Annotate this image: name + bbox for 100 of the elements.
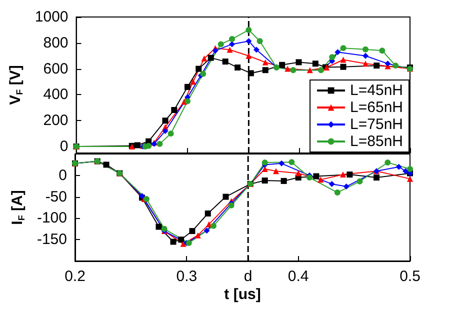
y-tick-label: -100 <box>36 210 67 227</box>
y-tick-label: -150 <box>36 231 67 248</box>
point <box>201 55 208 62</box>
point <box>222 194 229 200</box>
point <box>180 240 186 247</box>
point <box>212 48 218 54</box>
point <box>178 236 184 243</box>
y-tick-label: 800 <box>43 34 68 52</box>
y-tick-label: 600 <box>43 60 68 78</box>
point <box>296 59 302 66</box>
point <box>218 41 224 48</box>
point <box>204 210 211 216</box>
point <box>248 70 254 76</box>
point <box>334 190 340 196</box>
point <box>379 48 386 54</box>
x-tick-label: 0.3 <box>176 268 198 285</box>
point <box>313 173 320 180</box>
point <box>374 62 380 69</box>
point <box>284 66 291 72</box>
y-tick-label: 0 <box>58 166 67 184</box>
point <box>194 232 201 238</box>
point <box>262 59 268 66</box>
point <box>210 222 216 229</box>
point <box>340 45 346 52</box>
y-tick-label: -50 <box>45 188 67 206</box>
point <box>279 62 286 68</box>
point <box>253 46 260 53</box>
point <box>362 46 369 52</box>
point <box>156 140 163 147</box>
legend-label: L=75nH <box>350 116 404 133</box>
point <box>392 62 399 69</box>
point <box>190 78 196 85</box>
point <box>334 49 341 56</box>
point <box>256 38 263 44</box>
x-tick-label: d <box>244 268 252 285</box>
point <box>278 160 285 166</box>
point <box>246 38 252 44</box>
point <box>204 228 210 234</box>
point <box>340 64 346 70</box>
point <box>346 172 353 178</box>
point <box>161 226 168 232</box>
legend-label: L=65nH <box>350 99 404 116</box>
point <box>134 142 140 148</box>
point <box>234 64 241 71</box>
point <box>384 160 391 166</box>
point <box>146 142 152 149</box>
x-tick-label: 0.5 <box>400 268 420 285</box>
point <box>222 58 228 65</box>
point <box>374 174 380 181</box>
point <box>200 70 206 77</box>
point <box>103 162 110 168</box>
point <box>312 60 318 67</box>
point <box>170 238 176 245</box>
point <box>329 54 336 60</box>
point <box>340 172 346 178</box>
x-tick-label: 0.4 <box>288 268 309 285</box>
y-tick-label: 400 <box>43 86 68 104</box>
point <box>356 178 363 184</box>
x-tick-label: 0.2 <box>64 268 86 285</box>
point <box>229 41 236 48</box>
point <box>171 107 178 113</box>
point <box>196 66 202 72</box>
y-axis-title: VF [V] <box>7 65 24 105</box>
point <box>162 118 168 124</box>
point <box>280 178 287 184</box>
legend-label: L=45nH <box>350 82 404 99</box>
point <box>407 166 413 172</box>
x-axis-title: t [us] <box>224 286 261 303</box>
point <box>288 159 295 166</box>
point <box>340 56 346 63</box>
point <box>162 128 168 134</box>
point <box>262 178 268 184</box>
point <box>156 224 162 230</box>
point <box>229 36 236 42</box>
point <box>306 67 313 74</box>
y-tick-label: 200 <box>43 112 68 130</box>
point <box>396 164 402 170</box>
point <box>246 52 252 59</box>
legend-label: L=85nH <box>350 133 404 150</box>
point <box>168 130 174 137</box>
point <box>407 176 413 182</box>
point <box>246 26 252 33</box>
point <box>343 184 350 190</box>
point <box>226 46 233 53</box>
point <box>295 170 302 176</box>
point <box>318 176 324 183</box>
point <box>362 60 369 67</box>
point <box>184 98 191 104</box>
point <box>273 168 279 174</box>
point <box>402 168 409 174</box>
point <box>262 67 268 74</box>
point <box>189 228 196 234</box>
y-tick-label: 1000 <box>34 8 68 26</box>
y-axis-title: IF [A] <box>9 190 27 225</box>
y-tick-label: 0 <box>60 138 68 156</box>
point <box>328 180 335 187</box>
point <box>208 54 214 61</box>
point <box>384 60 391 67</box>
point <box>184 84 191 90</box>
point <box>306 174 312 181</box>
